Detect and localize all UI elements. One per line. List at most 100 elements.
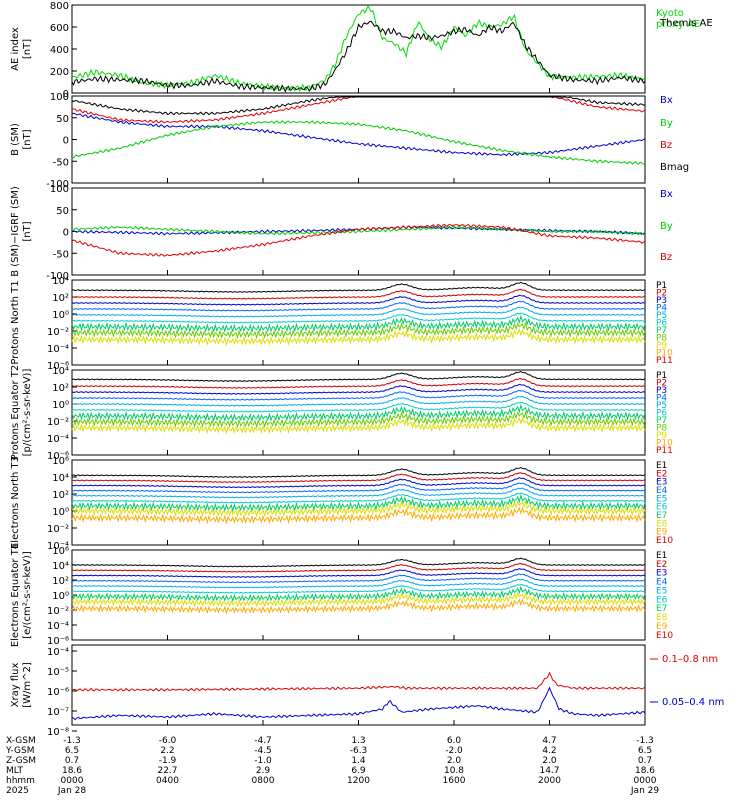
y-axis-label: AE index bbox=[10, 27, 21, 71]
legend-entry: P8 bbox=[656, 424, 667, 434]
flux-channel-line bbox=[71, 321, 646, 340]
y-tick-label: 10⁻⁵ bbox=[47, 667, 69, 678]
flux-channel-line bbox=[71, 472, 646, 483]
flux-channel-line bbox=[71, 557, 646, 568]
legend-entry: Bmag bbox=[660, 162, 689, 173]
y-tick-label: 100 bbox=[50, 92, 69, 103]
flux-channel-line bbox=[71, 377, 646, 389]
series-line bbox=[71, 112, 646, 157]
y-tick-label: 100 bbox=[50, 184, 69, 195]
y-tick-label: 10⁻² bbox=[47, 417, 69, 428]
legend-entry: P1 bbox=[656, 371, 667, 381]
ephemeris-value: 2.2 bbox=[160, 746, 174, 756]
legend-entry: E9 bbox=[656, 528, 668, 538]
flux-channel-line bbox=[71, 573, 646, 584]
y-tick-label: 10² bbox=[52, 576, 69, 587]
flux-channel-line bbox=[71, 288, 646, 300]
xray-line bbox=[71, 671, 646, 692]
ephemeris-value: 6.9 bbox=[351, 766, 366, 776]
series-line bbox=[71, 20, 646, 93]
y-tick-label: 800 bbox=[50, 1, 69, 12]
y-tick-label: 10⁰ bbox=[52, 310, 69, 321]
flux-channel-line bbox=[71, 306, 646, 318]
y-tick-label: 10⁻² bbox=[47, 606, 69, 617]
legend-entry: P9 bbox=[656, 341, 667, 351]
legend-entry: P10 bbox=[656, 349, 673, 359]
ephemeris-value: 0.7 bbox=[638, 756, 652, 766]
legend-entry: Kyoto bbox=[656, 8, 684, 19]
y-tick-label: 50 bbox=[56, 114, 69, 125]
flux-channel-line bbox=[71, 314, 646, 334]
ephemeris-value: -4.7 bbox=[254, 736, 272, 746]
legend-entry: P2 bbox=[656, 289, 667, 299]
ephemeris-value: 4.2 bbox=[542, 746, 556, 756]
legend-entry: E10 bbox=[656, 536, 673, 546]
legend-entry: P8 bbox=[656, 334, 667, 344]
flux-channel-line bbox=[71, 395, 646, 407]
y-axis-label: Xray flux bbox=[10, 663, 21, 708]
legend-entry: E2 bbox=[656, 560, 667, 570]
legend-entry: P4 bbox=[656, 394, 667, 404]
ephemeris-value: 6.5 bbox=[638, 746, 652, 756]
flux-channel-line bbox=[71, 281, 646, 293]
y-tick-label: 10⁴ bbox=[52, 366, 69, 377]
ephemeris-value: -2.0 bbox=[445, 746, 463, 756]
y-tick-label: 10⁰ bbox=[52, 507, 69, 518]
flux-channel-line bbox=[71, 487, 646, 499]
legend-entry: E7 bbox=[656, 604, 667, 614]
y-tick-label: -100 bbox=[46, 179, 69, 190]
panel-frame bbox=[71, 644, 646, 726]
ephemeris-value: 6.5 bbox=[65, 746, 79, 756]
flux-channel-line bbox=[71, 403, 646, 423]
flux-channel-line bbox=[71, 578, 646, 589]
y-tick-label: 10⁶ bbox=[52, 456, 69, 467]
ephemeris-value: 2000 bbox=[538, 776, 561, 786]
y-tick-label: 0 bbox=[63, 89, 69, 100]
y-tick-label: -100 bbox=[46, 271, 69, 282]
ephemeris-value: 1600 bbox=[443, 776, 466, 786]
ephemeris-value: 1200 bbox=[347, 776, 370, 786]
legend-entry: E9 bbox=[656, 622, 668, 632]
y-tick-label: 600 bbox=[50, 23, 69, 34]
ephemeris-value: 18.6 bbox=[635, 766, 655, 776]
legend-entry: E5 bbox=[656, 494, 667, 504]
y-axis-unit: [nT] bbox=[22, 129, 33, 149]
ephemeris-value: 22.7 bbox=[157, 766, 177, 776]
legend-entry: E10 bbox=[656, 631, 673, 641]
y-tick-label: 10⁻⁸ bbox=[47, 727, 69, 738]
legend-entry: Bz bbox=[660, 140, 672, 151]
legend-entry: P11 bbox=[656, 446, 673, 456]
ephemeris-value: -1.3 bbox=[63, 736, 81, 746]
legend-entry: E3 bbox=[656, 478, 667, 488]
legend-entry: P5 bbox=[656, 401, 667, 411]
legend-entry: P7 bbox=[656, 416, 667, 426]
flux-channel-line bbox=[71, 499, 646, 518]
ephemeris-row-label: 2025 bbox=[6, 786, 29, 796]
ephemeris-value: 0800 bbox=[252, 776, 275, 786]
flux-channel-line bbox=[71, 466, 646, 478]
legend-entry: E3 bbox=[656, 569, 667, 579]
ephemeris-value: -6.0 bbox=[159, 736, 177, 746]
y-axis-label: Protons Equator T2 bbox=[10, 365, 21, 461]
legend-entry: Bx bbox=[660, 95, 673, 106]
legend-entry: E8 bbox=[656, 613, 668, 623]
y-tick-label: 10⁻⁴ bbox=[47, 344, 69, 355]
legend-entry: proxy AE bbox=[656, 19, 700, 30]
ephemeris-value: 1.3 bbox=[351, 736, 365, 746]
y-tick-label: 10⁴ bbox=[52, 561, 69, 572]
panel-frame bbox=[71, 4, 646, 94]
flux-channel-line bbox=[71, 482, 646, 494]
y-tick-label: 10⁴ bbox=[52, 473, 69, 484]
legend-entry: E5 bbox=[656, 586, 667, 596]
flux-channel-line bbox=[71, 312, 646, 324]
legend-entry: E2 bbox=[656, 469, 667, 479]
legend-entry: E4 bbox=[656, 486, 668, 496]
ephemeris-value: 0000 bbox=[61, 776, 84, 786]
y-tick-label: 10⁶ bbox=[52, 546, 69, 557]
ephemeris-value: 4.7 bbox=[542, 736, 556, 746]
flux-channel-line bbox=[71, 401, 646, 413]
legend-entry: P4 bbox=[656, 304, 667, 314]
y-tick-label: 10⁻² bbox=[47, 524, 69, 535]
ephemeris-value: 1.4 bbox=[351, 756, 366, 766]
series-line bbox=[71, 223, 646, 257]
